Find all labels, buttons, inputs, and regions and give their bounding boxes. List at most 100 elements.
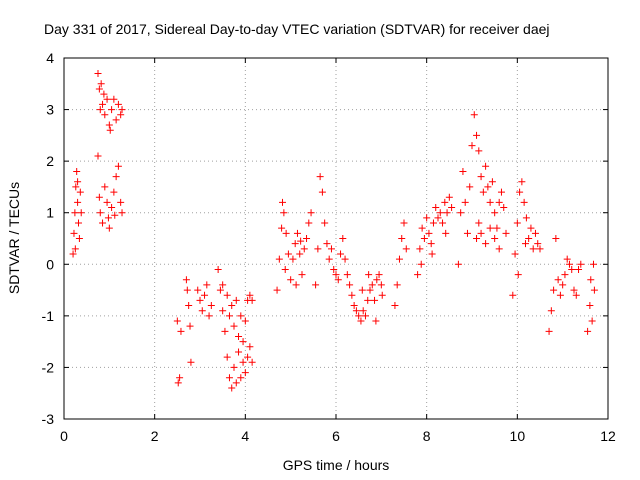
data-point [108, 204, 116, 212]
data-point [318, 188, 326, 196]
data-point [402, 245, 410, 253]
data-point [590, 286, 598, 294]
data-point [292, 281, 300, 289]
data-point [223, 291, 231, 299]
data-point [173, 317, 181, 325]
data-point [488, 178, 496, 186]
data-point [94, 152, 102, 160]
data-point [334, 276, 342, 284]
data-point [520, 198, 528, 206]
data-point [182, 276, 190, 284]
data-point [297, 237, 305, 245]
data-point [448, 204, 456, 212]
data-point [346, 281, 354, 289]
data-point [425, 229, 433, 237]
data-point [427, 240, 435, 248]
data-point [420, 235, 428, 242]
data-point [225, 374, 233, 382]
data-point [439, 219, 447, 227]
data-point [74, 198, 82, 206]
y-tick-label: 3 [46, 102, 54, 118]
data-point [300, 245, 308, 253]
data-point [117, 111, 125, 119]
data-point [516, 188, 524, 196]
data-point [552, 235, 560, 242]
data-point [377, 281, 385, 289]
data-point [470, 111, 478, 119]
data-point [219, 307, 227, 315]
data-point [357, 317, 365, 325]
data-point [235, 348, 243, 356]
data-points [69, 69, 598, 392]
data-point [482, 240, 490, 248]
data-point [176, 374, 184, 382]
data-point [305, 219, 313, 227]
data-point [239, 338, 247, 346]
x-tick-label: 8 [423, 428, 431, 444]
data-point [118, 106, 126, 114]
data-point [239, 358, 247, 366]
data-point [273, 286, 281, 294]
data-point [108, 106, 116, 114]
data-point [475, 219, 483, 227]
data-point [484, 183, 492, 191]
data-point [457, 209, 465, 217]
data-point [414, 271, 422, 279]
data-point [536, 245, 544, 253]
data-point [106, 126, 114, 134]
data-point [352, 307, 360, 315]
data-point [279, 198, 287, 206]
data-point [241, 369, 249, 377]
data-point [97, 80, 105, 88]
data-point [343, 271, 351, 279]
data-point [459, 167, 467, 175]
data-point [550, 286, 558, 294]
data-point [298, 271, 306, 279]
y-tick-label: -2 [42, 359, 55, 375]
y-tick-label: -1 [42, 308, 55, 324]
data-point [232, 379, 240, 387]
y-axis-label: SDTVAR / TECUs [6, 182, 22, 294]
data-point [330, 265, 338, 273]
data-point [529, 245, 537, 253]
data-point [287, 276, 295, 284]
data-point [316, 173, 324, 181]
data-point [466, 183, 474, 191]
data-point [194, 286, 202, 294]
data-point [454, 260, 462, 268]
data-point [75, 219, 83, 227]
data-point [323, 240, 331, 248]
data-point [500, 204, 508, 212]
data-point [495, 198, 503, 206]
data-point [486, 224, 494, 232]
data-point [246, 291, 254, 299]
data-point [373, 276, 381, 284]
data-point [114, 100, 122, 108]
data-point [71, 245, 79, 253]
data-point [77, 209, 85, 217]
data-point [514, 271, 522, 279]
data-point [281, 265, 289, 273]
data-point [509, 291, 517, 299]
data-point [284, 250, 292, 258]
data-point [325, 255, 333, 263]
x-tick-label: 10 [510, 428, 526, 444]
data-point [216, 286, 224, 294]
data-point [96, 106, 104, 114]
data-point [201, 291, 209, 299]
data-point [174, 379, 182, 387]
data-point [74, 178, 82, 186]
data-point [511, 250, 519, 258]
data-point [105, 121, 113, 129]
data-point [70, 229, 78, 237]
grid-lines [64, 58, 608, 419]
data-point [587, 276, 595, 284]
data-point [556, 291, 564, 299]
data-point [314, 245, 322, 253]
data-point [502, 229, 510, 237]
data-point [72, 183, 80, 191]
y-tick-label: 2 [46, 153, 54, 169]
data-point [395, 255, 403, 263]
data-point [221, 327, 229, 335]
